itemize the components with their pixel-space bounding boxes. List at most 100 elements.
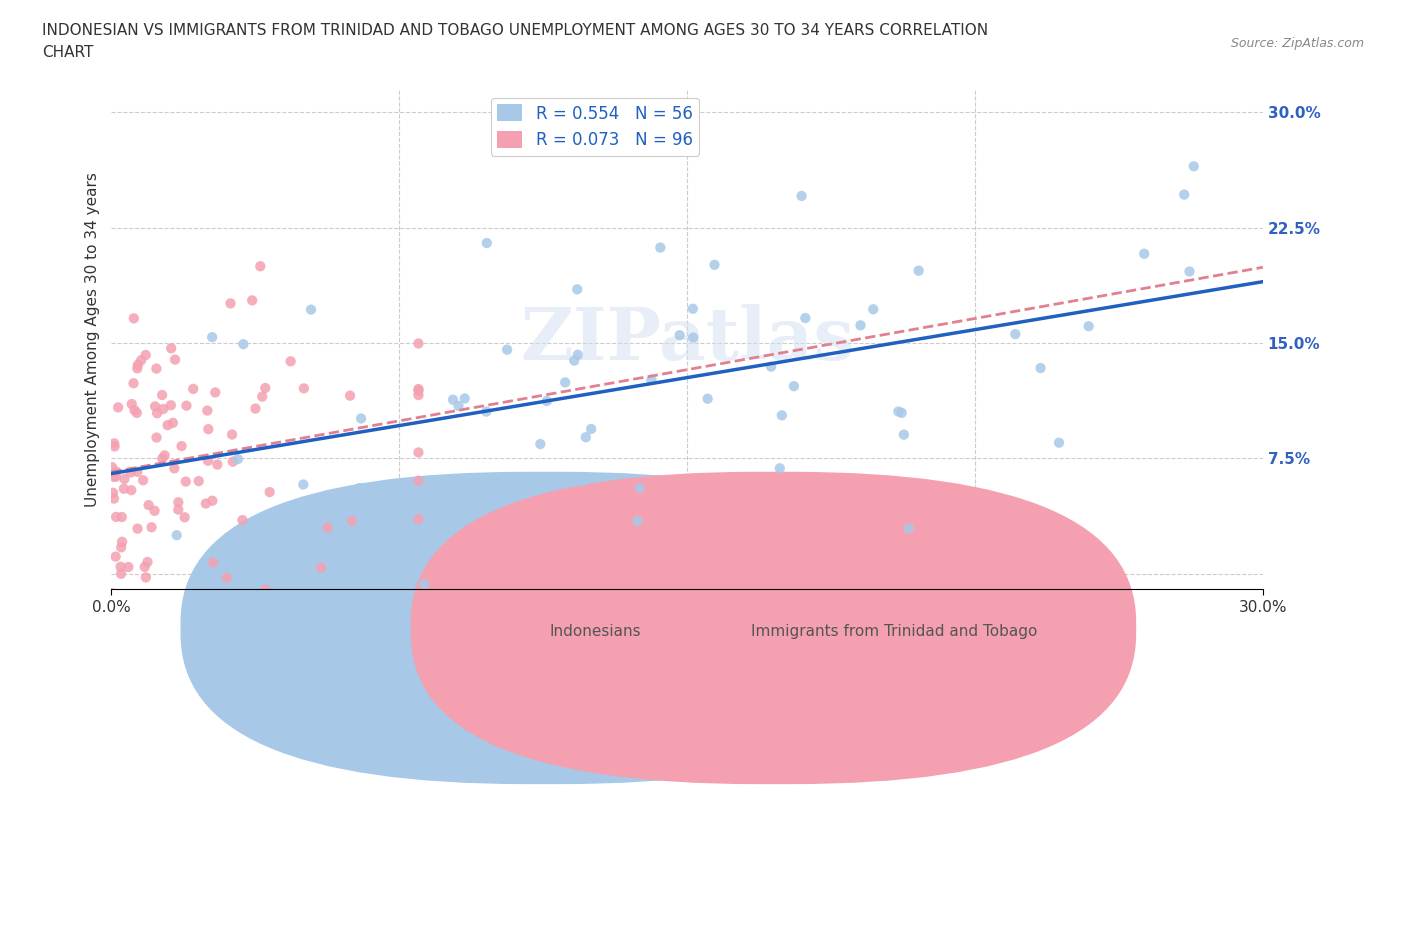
Point	[110, 559, 132, 574]
Point	[202, 555, 225, 570]
Point	[122, 311, 145, 325]
Point	[668, 327, 690, 342]
Point	[413, 577, 436, 591]
Point	[152, 402, 174, 417]
Point	[422, 478, 444, 493]
Point	[167, 495, 190, 510]
Point	[1077, 319, 1099, 334]
Point	[125, 405, 148, 420]
Point	[1182, 159, 1205, 174]
Point	[408, 383, 430, 398]
Point	[107, 400, 129, 415]
Point	[166, 527, 188, 542]
Point	[215, 570, 238, 585]
Text: CHART: CHART	[42, 45, 94, 60]
Point	[640, 372, 662, 387]
Point	[408, 388, 430, 403]
Point	[408, 336, 430, 351]
Point	[249, 259, 271, 273]
Point	[101, 485, 124, 500]
Point	[703, 258, 725, 272]
Point	[138, 498, 160, 512]
Point	[696, 392, 718, 406]
Point	[408, 512, 430, 526]
Text: Indonesians: Indonesians	[550, 624, 641, 639]
Point	[349, 481, 371, 496]
Point	[122, 376, 145, 391]
Point	[280, 354, 302, 369]
Point	[259, 485, 281, 499]
Point	[1133, 246, 1156, 261]
Legend: R = 0.554   N = 56, R = 0.073   N = 96: R = 0.554 N = 56, R = 0.073 N = 96	[491, 98, 699, 155]
Point	[111, 510, 134, 525]
Point	[160, 398, 183, 413]
Point	[197, 453, 219, 468]
Point	[536, 393, 558, 408]
Point	[769, 461, 792, 476]
Point	[783, 379, 806, 393]
Point	[103, 491, 125, 506]
Point	[650, 240, 672, 255]
Point	[132, 472, 155, 487]
Point	[111, 535, 134, 550]
Point	[245, 401, 267, 416]
Point	[136, 554, 159, 569]
Point	[103, 436, 125, 451]
Point	[117, 560, 139, 575]
Point	[529, 437, 551, 452]
Point	[907, 263, 929, 278]
Point	[141, 520, 163, 535]
Point	[170, 439, 193, 454]
Point	[447, 398, 470, 413]
Point	[890, 405, 912, 420]
Point	[181, 381, 204, 396]
Point	[143, 503, 166, 518]
Point	[207, 457, 229, 472]
Point	[292, 381, 315, 396]
Point	[197, 421, 219, 436]
Point	[475, 405, 498, 419]
Point	[575, 430, 598, 445]
Y-axis label: Unemployment Among Ages 30 to 34 years: Unemployment Among Ages 30 to 34 years	[86, 172, 100, 507]
Point	[250, 389, 273, 404]
Point	[150, 388, 173, 403]
Point	[101, 586, 124, 601]
Point	[562, 353, 585, 368]
Point	[135, 570, 157, 585]
Point	[162, 416, 184, 431]
Point	[156, 418, 179, 432]
Point	[120, 483, 142, 498]
Point	[340, 513, 363, 528]
Point	[105, 510, 128, 525]
Point	[849, 318, 872, 333]
Point	[299, 302, 322, 317]
Point	[316, 520, 339, 535]
Point	[173, 510, 195, 525]
Point	[127, 521, 149, 536]
FancyBboxPatch shape	[180, 472, 905, 784]
Point	[135, 348, 157, 363]
Point	[628, 481, 651, 496]
Point	[309, 560, 332, 575]
Text: Immigrants from Trinidad and Tobago: Immigrants from Trinidad and Tobago	[751, 624, 1038, 639]
Point	[121, 397, 143, 412]
Point	[127, 357, 149, 372]
Point	[127, 361, 149, 376]
Point	[134, 560, 156, 575]
Point	[160, 341, 183, 356]
Point	[105, 464, 128, 479]
Point	[146, 405, 169, 420]
Point	[167, 502, 190, 517]
Point	[104, 470, 127, 485]
Point	[174, 474, 197, 489]
Point	[292, 477, 315, 492]
Point	[887, 405, 910, 419]
Point	[110, 539, 132, 554]
Point	[127, 464, 149, 479]
Point	[124, 403, 146, 418]
Point	[339, 388, 361, 403]
Point	[1004, 326, 1026, 341]
Point	[626, 513, 648, 528]
Point	[114, 472, 136, 486]
Point	[103, 439, 125, 454]
